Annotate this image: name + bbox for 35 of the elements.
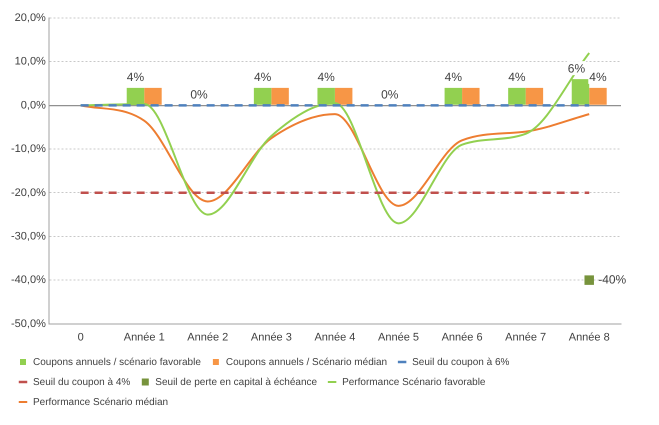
y-tick-label: -30,0% (10, 230, 46, 242)
legend-label: Seuil de perte en capital à échéance (155, 376, 318, 388)
data-label: 0% (381, 88, 399, 102)
data-label: -40% (598, 272, 627, 286)
x-tick-label: Année 6 (442, 331, 483, 344)
x-tick-label: Année 8 (568, 331, 610, 344)
x-tick-label: Année 1 (124, 331, 165, 344)
x-tick-label: 0 (78, 331, 84, 344)
x-tick-label: Année 5 (378, 331, 419, 344)
x-tick-label: Année 2 (187, 331, 228, 344)
y-tick-label: 10,0% (14, 56, 46, 68)
legend-label: Coupons annuels / Scénario médian (226, 356, 388, 368)
data-label: 4% (589, 70, 607, 84)
legend-label: Performance Scénario médian (33, 396, 168, 408)
data-label: 4% (444, 70, 462, 84)
x-tick-label: Année 3 (250, 331, 292, 344)
x-tick-label: Année 7 (505, 331, 546, 344)
y-tick-label: -50,0% (10, 318, 46, 330)
data-label: 4% (508, 70, 526, 84)
y-tick-label: -10,0% (10, 143, 46, 156)
legend-label: Seuil du coupon à 4% (33, 376, 130, 388)
data-label: 4% (126, 70, 144, 84)
y-tick-label: 20,0% (14, 12, 46, 24)
legend-label: Coupons annuels / scénario favorable (33, 356, 202, 368)
data-label: 6% (568, 61, 586, 76)
x-tick-label: Année 4 (314, 331, 356, 344)
data-label: 4% (254, 70, 272, 84)
data-label: 0% (190, 88, 208, 102)
data-label: 4% (318, 70, 336, 84)
legend-label: Seuil du coupon à 6% (412, 356, 510, 368)
line-series (80, 104, 590, 207)
y-tick-label: -40,0% (10, 274, 46, 286)
legend-label: Performance Scénario favorable (342, 376, 486, 388)
y-tick-label: 0,0% (20, 99, 46, 112)
y-tick-label: -20,0% (10, 186, 46, 199)
